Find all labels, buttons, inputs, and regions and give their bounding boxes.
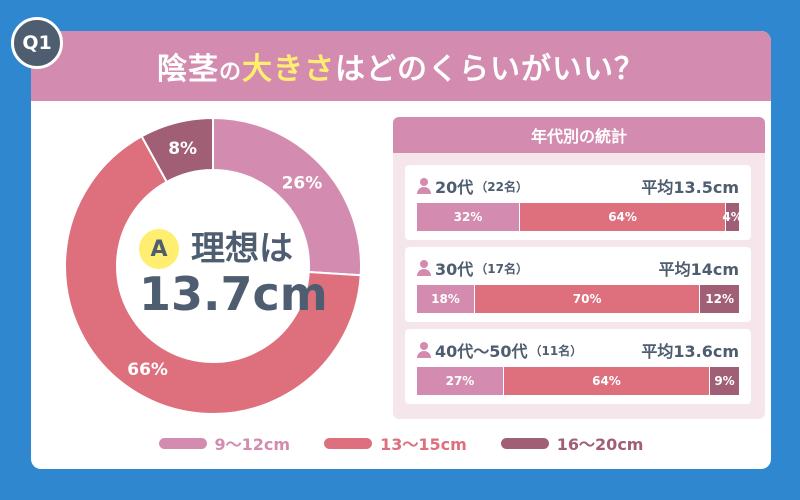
page-title: 陰茎の大きさはどのくらいがいい？ <box>157 44 645 88</box>
age-card-40s-50s: 40代〜50代 （11名） 平均13.6cm 27% 64% 9% <box>405 329 751 404</box>
donut-label-3: 8% <box>168 139 197 159</box>
donut-slice-3 <box>140 116 214 184</box>
title-part-1: 陰茎 <box>156 52 219 87</box>
bar-segment-1: 18% <box>417 285 475 313</box>
legend-label: 9〜12cm <box>214 435 291 454</box>
title-highlight: 大きさ <box>242 52 335 87</box>
donut-label-1: 26% <box>282 173 323 193</box>
legend-label: 13〜15cm <box>380 435 467 454</box>
donut-chart: 26% 66% 8% <box>64 116 362 415</box>
question-number-badge: Q1 <box>11 17 63 69</box>
donut-label-2: 66% <box>127 360 168 380</box>
legend-item: 13〜15cm <box>324 431 467 455</box>
age-card-20s: 20代 （22名） 平均13.5cm 32% 64% 4% <box>405 165 751 240</box>
answer-label: 理想は <box>191 229 293 269</box>
stacked-bar-40s-50s: 27% 64% 9% <box>417 367 739 395</box>
donut-slice-2 <box>64 134 362 415</box>
bar-segment-2: 64% <box>503 367 711 395</box>
title-band: 陰茎の大きさはどのくらいがいい？ <box>31 31 771 101</box>
age-card-30s: 30代 （17名） 平均14cm 18% 70% 12% <box>405 247 751 322</box>
title-part-4: はどのくらいがいい？ <box>335 52 645 87</box>
question-card: 陰茎の大きさはどのくらいがいい？ 26% 66% 8% A 理想は 13.7cm 年… <box>31 31 771 469</box>
legend-label: 16〜20cm <box>556 435 644 454</box>
age-average: 平均13.6cm <box>641 342 739 361</box>
title-part-2: の <box>218 60 242 85</box>
bar-segment-3: 12% <box>700 285 739 313</box>
stacked-bar-30s: 18% 70% 12% <box>417 285 739 313</box>
stacked-bar-20s: 32% 64% 4% <box>417 203 743 231</box>
legend-swatch <box>158 437 207 449</box>
bar-segment-3: 4% <box>722 203 743 231</box>
legend-item: 16〜20cm <box>500 431 644 455</box>
legend-item: 9〜12cm <box>158 431 291 455</box>
legend-swatch <box>500 437 549 449</box>
bar-segment-1: 32% <box>417 203 521 231</box>
age-count: （17名） <box>475 261 528 276</box>
legend-swatch <box>324 437 373 449</box>
age-label: 40代〜50代 <box>435 342 528 361</box>
person-icon <box>417 260 431 276</box>
age-stats-panel: 年代別の統計 20代 （22名） 平均13.5cm 32% 64% 4% 30代 （17… <box>393 117 765 419</box>
person-icon <box>417 178 431 194</box>
age-label: 30代 <box>435 260 474 279</box>
age-count: （22名） <box>475 179 528 194</box>
age-label: 20代 <box>435 178 474 197</box>
answer-badge: A <box>139 229 179 269</box>
age-average: 平均14cm <box>658 260 739 279</box>
bar-segment-2: 64% <box>520 203 727 231</box>
bar-segment-1: 27% <box>417 367 504 395</box>
age-count: （11名） <box>529 343 583 358</box>
person-icon <box>417 342 431 358</box>
age-stats-title: 年代別の統計 <box>393 117 765 153</box>
answer-value: 13.7cm <box>139 267 328 321</box>
bar-segment-3: 9% <box>710 367 739 395</box>
chart-legend: 9〜12cm 13〜15cm 16〜20cm <box>31 431 771 455</box>
age-average: 平均13.5cm <box>641 178 739 197</box>
bar-segment-2: 70% <box>474 285 701 313</box>
